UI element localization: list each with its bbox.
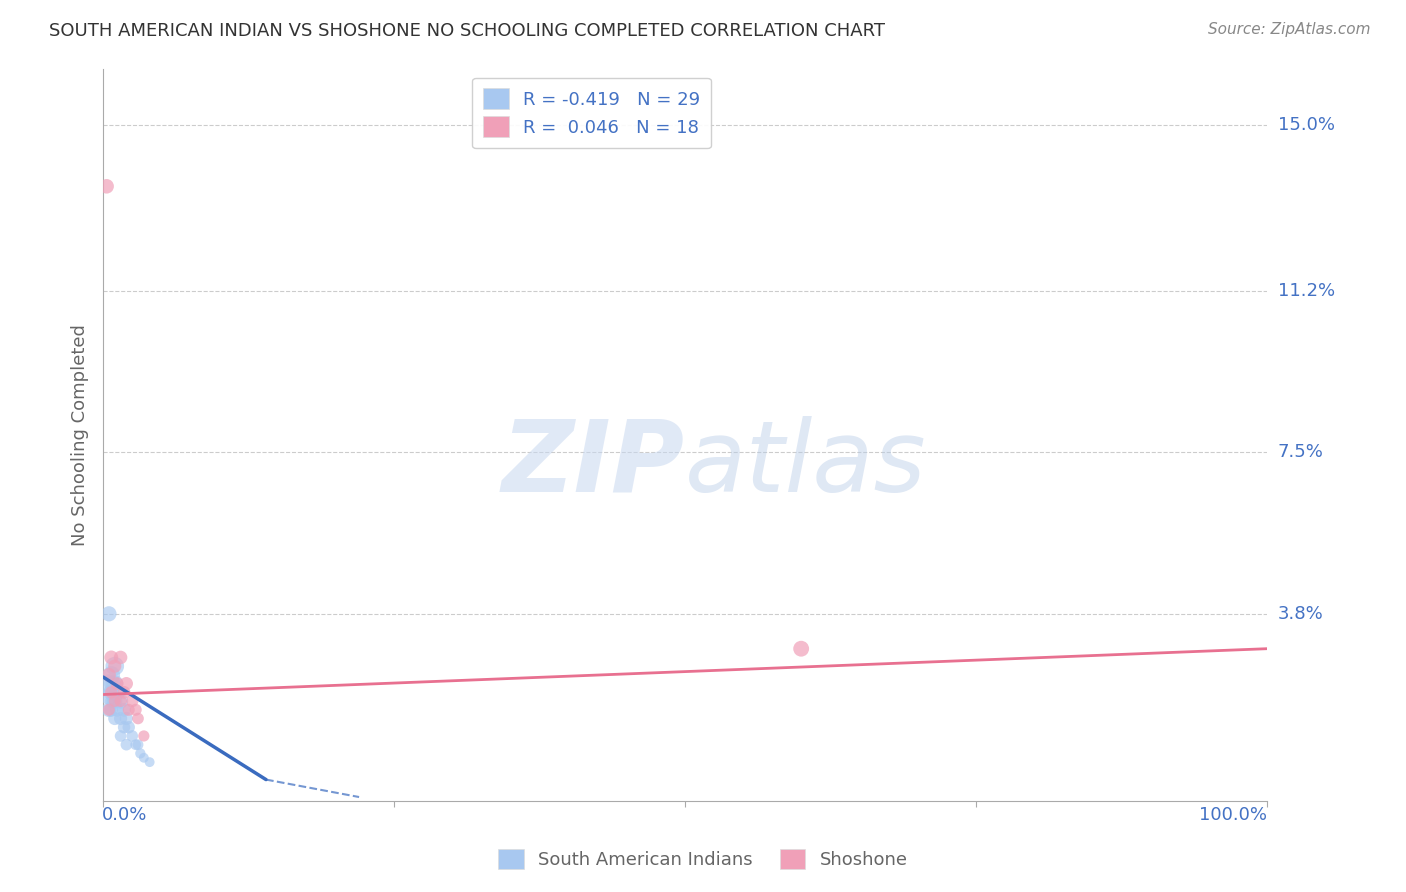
Point [97, 676, 120, 690]
Point [110, 712, 132, 726]
Text: 100.0%: 100.0% [1198, 805, 1267, 823]
Legend: South American Indians, Shoshone: South American Indians, Shoshone [489, 839, 917, 879]
Point [121, 729, 143, 743]
Point [115, 712, 138, 726]
Point [132, 751, 155, 765]
Point [105, 703, 128, 717]
Point [100, 650, 122, 665]
Point [104, 694, 127, 708]
Point [138, 755, 160, 769]
Point [97, 703, 120, 717]
Point [110, 694, 132, 708]
Text: Source: ZipAtlas.com: Source: ZipAtlas.com [1208, 22, 1371, 37]
Point [112, 685, 135, 699]
Text: SOUTH AMERICAN INDIAN VS SHOSHONE NO SCHOOLING COMPLETED CORRELATION CHART: SOUTH AMERICAN INDIAN VS SHOSHONE NO SCH… [49, 22, 886, 40]
Text: 7.5%: 7.5% [1278, 443, 1323, 461]
Point [125, 738, 148, 752]
Point [129, 747, 152, 761]
Y-axis label: No Schooling Completed: No Schooling Completed [72, 324, 89, 546]
Point [97, 703, 120, 717]
Point [132, 729, 155, 743]
Point [97, 668, 120, 682]
Point [115, 676, 138, 690]
Point [105, 685, 128, 699]
Text: ZIP: ZIP [502, 416, 685, 513]
Point [110, 694, 132, 708]
Point [101, 694, 124, 708]
Point [115, 738, 138, 752]
Point [790, 641, 813, 656]
Text: 0.0%: 0.0% [103, 805, 148, 823]
Point [110, 729, 132, 743]
Point [100, 703, 122, 717]
Legend: R = -0.419   N = 29, R =  0.046   N = 18: R = -0.419 N = 29, R = 0.046 N = 18 [472, 78, 711, 148]
Point [127, 712, 149, 726]
Point [105, 676, 128, 690]
Text: 11.2%: 11.2% [1278, 282, 1334, 300]
Point [110, 650, 132, 665]
Point [96, 179, 118, 194]
Text: atlas: atlas [685, 416, 927, 513]
Point [97, 607, 120, 621]
Point [121, 694, 143, 708]
Point [112, 703, 135, 717]
Text: 3.8%: 3.8% [1278, 605, 1323, 623]
Point [101, 676, 124, 690]
Point [104, 676, 127, 690]
Point [118, 703, 141, 717]
Point [104, 712, 127, 726]
Point [127, 738, 149, 752]
Point [104, 694, 127, 708]
Point [100, 685, 122, 699]
Point [104, 659, 127, 673]
Point [100, 685, 122, 699]
Point [100, 668, 122, 682]
Point [112, 720, 135, 734]
Point [104, 659, 127, 673]
Text: 15.0%: 15.0% [1278, 116, 1334, 134]
Point [125, 703, 148, 717]
Point [97, 690, 120, 704]
Point [118, 720, 141, 734]
